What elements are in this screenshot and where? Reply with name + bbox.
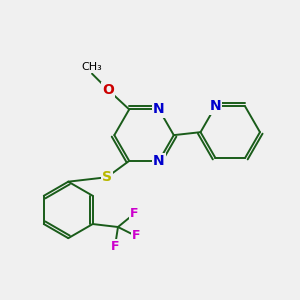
Text: O: O	[103, 83, 114, 97]
Text: S: S	[102, 170, 112, 184]
Text: N: N	[210, 99, 221, 113]
Text: F: F	[111, 240, 119, 253]
Text: F: F	[132, 230, 140, 242]
Text: CH₃: CH₃	[82, 62, 102, 72]
Text: F: F	[130, 207, 139, 220]
Text: N: N	[153, 102, 165, 116]
Text: N: N	[153, 154, 165, 168]
